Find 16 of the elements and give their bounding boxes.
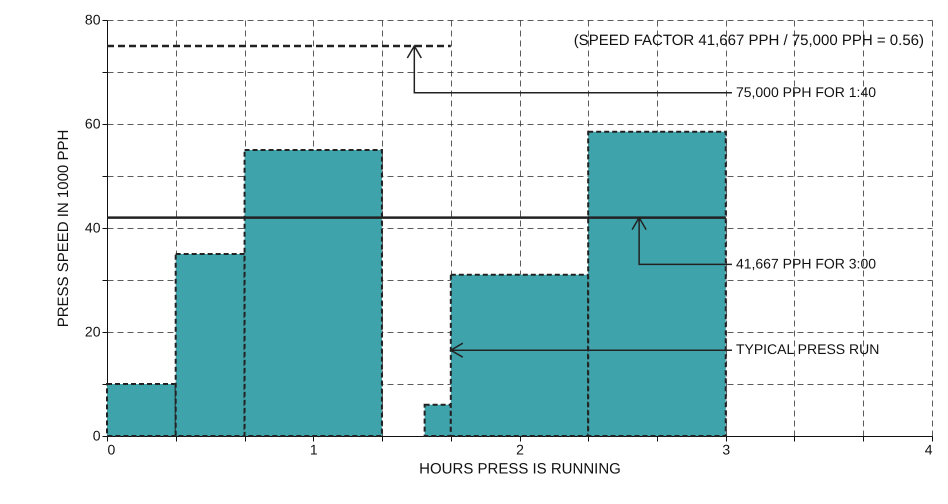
- x-tick-label: 1: [310, 442, 318, 458]
- x-tick-label: 2: [516, 442, 524, 458]
- x-axis-title: HOURS PRESS IS RUNNING: [419, 460, 621, 478]
- y-axis-title: PRESS SPEED IN 1000 PPH: [54, 130, 72, 328]
- y-tick-label: 60: [84, 116, 101, 132]
- y-tick-label: 0: [92, 428, 101, 444]
- annotation: (SPEED FACTOR 41,667 PPH / 75,000 PPH = 0.56): [574, 32, 924, 49]
- x-tick-label: 4: [924, 442, 933, 458]
- y-tick-label: 20: [84, 324, 101, 340]
- y-tick-label: 80: [84, 12, 101, 28]
- annotation: 41,667 PPH FOR 3:00: [736, 255, 876, 272]
- annotation: 75,000 PPH FOR 1:40: [736, 84, 876, 100]
- x-tick-label: 3: [722, 442, 730, 458]
- x-tick-label: 0: [108, 442, 116, 458]
- y-tick-label: 40: [84, 220, 101, 236]
- annotation: TYPICAL PRESS RUN: [736, 341, 880, 358]
